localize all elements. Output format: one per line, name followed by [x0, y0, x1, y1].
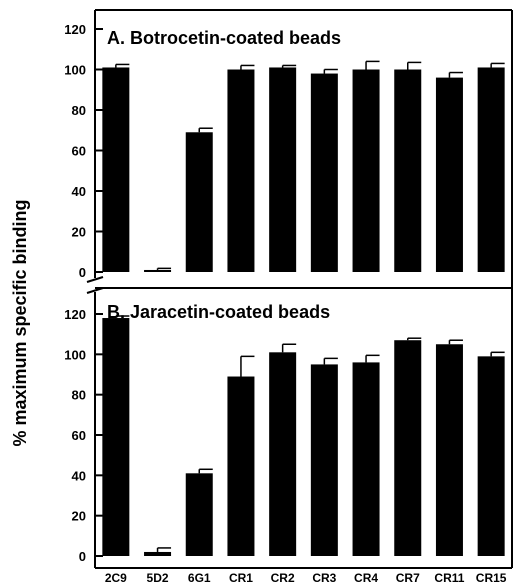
bar-cr4 — [352, 362, 380, 556]
y-tick-label: 0 — [79, 265, 86, 280]
y-tick-label: 100 — [64, 63, 86, 78]
y-tick-label: 60 — [72, 144, 86, 159]
chart-frame — [86, 9, 513, 569]
y-axis-title: % maximum specific binding — [10, 199, 30, 446]
bar-6g1 — [185, 132, 213, 272]
y-tick-label: 80 — [72, 103, 86, 118]
y-tick-label: 20 — [72, 225, 86, 240]
bar-cr1 — [227, 69, 255, 272]
y-tick-label: 100 — [64, 347, 86, 362]
x-tick-labels: 2C9 5D2 6G1 CR1 CR2 CR3 CR4 CR7 CR11 CR15 — [105, 571, 507, 585]
x-tick-label: CR2 — [271, 571, 295, 585]
bar-2c9 — [102, 318, 130, 556]
bar-5d2 — [144, 269, 172, 272]
axis-break-mark — [86, 276, 104, 283]
bar-cr11 — [435, 77, 463, 272]
y-tick-label: 120 — [64, 307, 86, 322]
bar-cr3 — [310, 364, 338, 556]
bar-5d2 — [144, 551, 172, 556]
bar-cr2 — [269, 67, 297, 272]
x-tick-label: 6G1 — [188, 571, 211, 585]
y-tick-label: 80 — [72, 388, 86, 403]
x-tick-label: CR1 — [229, 571, 253, 585]
y-tick-label: 40 — [72, 468, 86, 483]
bar-6g1 — [185, 473, 213, 556]
x-tick-label: 5D2 — [147, 571, 169, 585]
panel-b: B. Jaracetin-coated beads 0 20 40 60 80 100 120 — [64, 302, 505, 564]
y-tick-label: 40 — [72, 184, 86, 199]
x-tick-label: 2C9 — [105, 571, 127, 585]
panel-a: A. Botrocetin-coated beads 0 20 40 60 80 100 12… — [64, 22, 505, 280]
y-tick-label: 0 — [79, 549, 86, 564]
axis-break-mark — [86, 287, 104, 294]
x-tick-label: CR7 — [396, 571, 420, 585]
x-tick-label: CR15 — [476, 571, 507, 585]
bar-cr2 — [269, 352, 297, 556]
bar-2c9 — [102, 67, 130, 272]
bar-cr3 — [310, 73, 338, 272]
bar-cr4 — [352, 69, 380, 272]
bar-cr1 — [227, 376, 255, 556]
y-tick-label: 20 — [72, 509, 86, 524]
bar-cr7 — [394, 340, 422, 556]
bar-cr7 — [394, 69, 422, 272]
bar-cr15 — [477, 67, 505, 272]
y-tick-label: 60 — [72, 428, 86, 443]
x-tick-label: CR3 — [312, 571, 336, 585]
x-tick-label: CR11 — [434, 571, 464, 585]
bar-cr15 — [477, 356, 505, 556]
y-tick-label: 120 — [64, 22, 86, 37]
panel-title: B. Jaracetin-coated beads — [107, 302, 330, 322]
bar-cr11 — [435, 344, 463, 556]
chart-panels: A. Botrocetin-coated beads 0 20 40 60 80 100 12… — [64, 22, 507, 585]
x-tick-label: CR4 — [354, 571, 378, 585]
panel-title: A. Botrocetin-coated beads — [107, 28, 341, 48]
